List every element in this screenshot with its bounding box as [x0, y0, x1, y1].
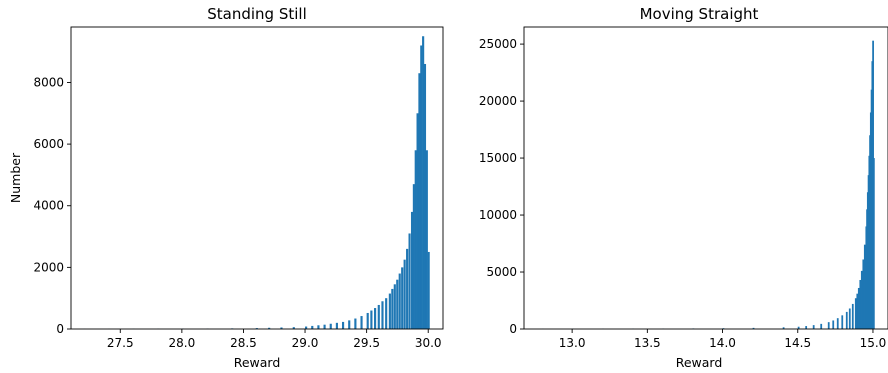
bar	[377, 304, 380, 329]
bar	[863, 244, 866, 329]
plot-frame	[523, 26, 888, 330]
y-tick-label: 20000	[479, 94, 517, 108]
bar	[329, 323, 332, 329]
bar	[812, 325, 815, 329]
chart-title: Standing Still	[207, 5, 307, 23]
y-axis-label: Number	[8, 152, 23, 203]
bar	[305, 326, 308, 329]
x-tick-label: 28.0	[169, 336, 196, 350]
x-tick-label: 28.5	[230, 336, 257, 350]
bar	[414, 150, 417, 329]
bar	[398, 273, 401, 329]
bar	[859, 279, 862, 329]
x-tick-label: 14.5	[784, 336, 811, 350]
chart-2: 13.0 13.5 14.0 14.5 15.0 0 5000 10000 15000 20000…	[479, 5, 888, 370]
bars	[542, 40, 875, 329]
bar	[805, 326, 808, 329]
y-tick-label: 6000	[33, 137, 64, 151]
y-tick-label: 0	[56, 322, 64, 336]
bar	[820, 323, 823, 329]
bar	[381, 301, 384, 329]
x-tick-label: 30.0	[415, 336, 442, 350]
bar	[782, 327, 785, 329]
bar	[410, 211, 414, 329]
bar	[416, 113, 419, 330]
bar	[317, 325, 320, 329]
bars	[83, 36, 430, 330]
plot-frame	[70, 26, 444, 330]
bar	[418, 73, 421, 329]
bar	[427, 251, 430, 329]
bar	[425, 150, 428, 329]
bar	[848, 308, 851, 329]
x-tick-label: 29.0	[292, 336, 319, 350]
bar	[854, 298, 857, 329]
bar	[423, 63, 427, 330]
bar	[323, 324, 326, 329]
bar	[845, 311, 848, 329]
bar	[360, 316, 363, 329]
bar	[268, 327, 271, 329]
y-tick-label: 8000	[33, 75, 64, 89]
bar	[255, 328, 258, 329]
x-axis-label: Reward	[676, 355, 723, 370]
bar	[422, 36, 425, 329]
bar	[391, 288, 394, 329]
bar	[354, 318, 357, 329]
bar	[832, 320, 835, 329]
y-tick-label: 10000	[479, 208, 517, 222]
bar	[374, 308, 377, 329]
x-tick-label: 15.0	[860, 336, 887, 350]
bar	[797, 326, 800, 329]
bar	[401, 267, 404, 329]
bar	[366, 312, 369, 329]
y-tick-label: 0	[509, 322, 517, 336]
y-tick-label: 25000	[479, 37, 517, 51]
bar	[396, 279, 399, 329]
bar	[393, 284, 396, 329]
y-tick-label: 5000	[486, 265, 517, 279]
bar	[860, 270, 863, 329]
bar	[280, 327, 283, 329]
bar	[841, 315, 844, 329]
bar	[385, 298, 388, 329]
bar	[420, 45, 423, 329]
bar	[752, 327, 755, 329]
bar	[335, 322, 338, 329]
bar	[872, 158, 875, 329]
x-tick-label: 29.5	[353, 336, 380, 350]
x-tick-label: 13.5	[634, 336, 661, 350]
chart-title: Moving Straight	[640, 5, 759, 23]
bar	[851, 303, 854, 329]
bar	[388, 293, 391, 329]
bar	[311, 325, 314, 329]
bar	[341, 321, 345, 329]
bar	[408, 233, 411, 329]
bar	[836, 318, 839, 329]
bar	[348, 320, 351, 329]
bar	[412, 184, 415, 329]
x-tick-label: 27.5	[107, 336, 134, 350]
bar	[857, 287, 860, 329]
x-axis-label: Reward	[234, 355, 281, 370]
y-tick-label: 4000	[33, 199, 64, 213]
bar	[292, 327, 295, 329]
x-tick-label: 14.0	[709, 336, 736, 350]
bar	[827, 322, 830, 329]
bar	[403, 259, 406, 329]
y-tick-label: 2000	[33, 260, 64, 274]
bar	[862, 259, 865, 329]
y-tick-label: 15000	[479, 151, 517, 165]
x-tick-label: 13.0	[559, 336, 586, 350]
bar	[406, 248, 409, 329]
chart-1: 27.5 28.0 28.5 29.0 29.5 30.0 0 2000 4000 6000 800…	[8, 5, 444, 370]
bar	[856, 293, 859, 329]
bar	[370, 310, 373, 329]
